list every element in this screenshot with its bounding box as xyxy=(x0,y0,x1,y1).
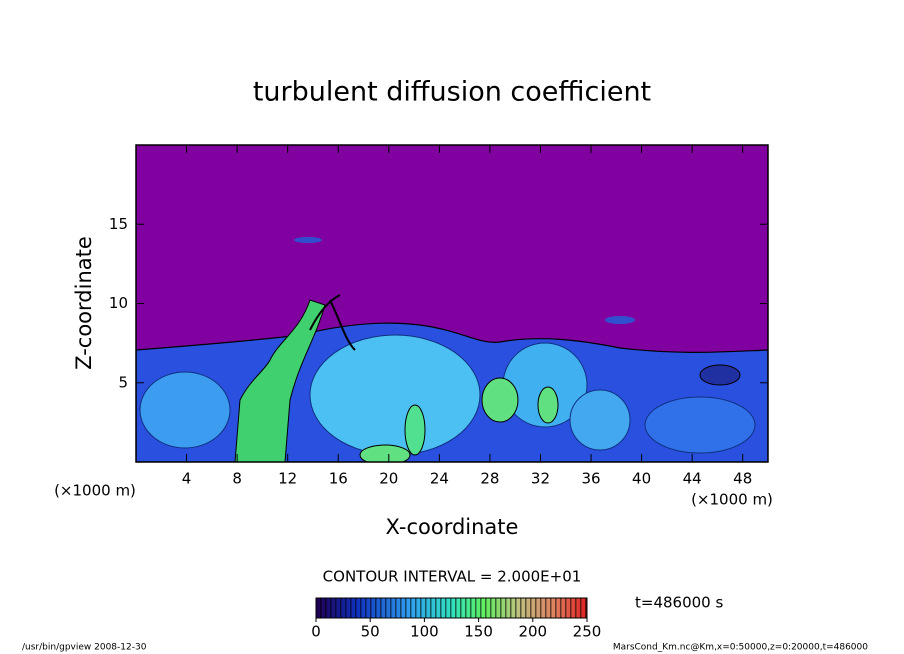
x-tick-label: 48 xyxy=(733,470,752,488)
colorbar-tick-label: 250 xyxy=(573,623,602,641)
x-axis-label: X-coordinate xyxy=(386,515,519,539)
y-tick-label: 5 xyxy=(118,373,128,391)
x-tick-label: 8 xyxy=(232,470,242,488)
x-tick-label: 4 xyxy=(182,470,192,488)
chart-title: turbulent diffusion coefficient xyxy=(253,77,651,108)
x-tick-label: 40 xyxy=(632,470,651,488)
colorbar-tick-label: 100 xyxy=(410,623,439,641)
x-tick-label: 12 xyxy=(278,470,297,488)
colorbar-tick-label: 200 xyxy=(518,623,547,641)
y-tick-label: 15 xyxy=(109,215,128,233)
contour-interval: CONTOUR INTERVAL = 2.000E+01 xyxy=(323,568,582,586)
field xyxy=(136,145,768,462)
y-axis-label: Z-coordinate xyxy=(72,236,96,370)
colorbar-frame xyxy=(315,597,588,619)
x-tick-label: 36 xyxy=(581,470,600,488)
y-tick-label: 10 xyxy=(109,294,128,312)
x-tick-label: 28 xyxy=(480,470,499,488)
x-tick-label: 20 xyxy=(379,470,398,488)
footer-right: MarsCond_Km.nc@Km,x=0:50000,z=0:20000,t=… xyxy=(613,643,868,653)
x-tick-label: 32 xyxy=(531,470,550,488)
time-label: t=486000 s xyxy=(635,594,723,612)
y-unit: (×1000 m) xyxy=(54,482,136,500)
colorbar-tick-label: 50 xyxy=(361,623,380,641)
footer-left: /usr/bin/gpview 2008-12-30 xyxy=(22,643,147,653)
x-tick-label: 24 xyxy=(430,470,449,488)
x-tick-label: 44 xyxy=(683,470,702,488)
x-unit: (×1000 m) xyxy=(691,491,773,509)
colorbar-tick-label: 150 xyxy=(464,623,493,641)
x-tick-label: 16 xyxy=(329,470,348,488)
colorbar-tick-label: 0 xyxy=(311,623,321,641)
